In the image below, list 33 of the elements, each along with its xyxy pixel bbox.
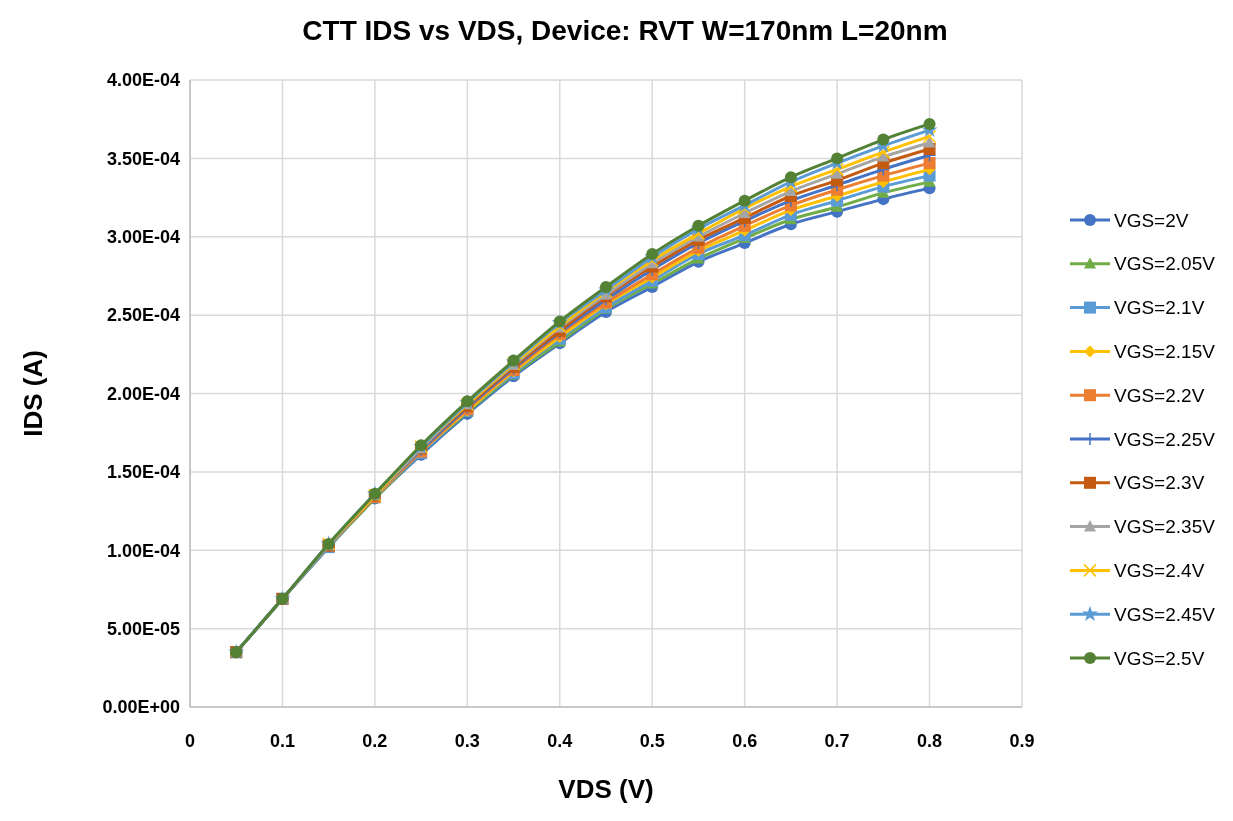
x-tick-label: 0.2: [362, 731, 388, 751]
y-tick-label: 3.50E-04: [106, 148, 180, 169]
x-tick-label: 0.1: [269, 731, 295, 751]
legend-label: VGS=2.35V: [1114, 516, 1216, 538]
x-tick-label: 0.8: [917, 731, 943, 751]
x-tick-label: 0: [184, 731, 196, 751]
legend-label: VGS=2.45V: [1114, 603, 1216, 625]
legend-label: VGS=2.5V: [1114, 647, 1205, 669]
legend-label: VGS=2.4V: [1114, 560, 1205, 582]
legend-label: VGS=2.1V: [1114, 297, 1205, 319]
x-tick-label: 0.7: [824, 731, 850, 751]
y-axis-title: IDS (A): [18, 350, 48, 437]
y-tick-label: 1.50E-04: [106, 462, 180, 483]
x-tick-label: 0.3: [454, 731, 480, 751]
y-tick-label: 3.00E-04: [106, 227, 180, 248]
y-tick-label: 1.00E-04: [106, 540, 180, 561]
y-tick-label: 0.00E+00: [102, 697, 180, 718]
chart-title: CTT IDS vs VDS, Device: RVT W=170nm L=20nm: [302, 15, 948, 46]
legend-label: VGS=2V: [1114, 209, 1189, 231]
x-tick-label: 0.5: [639, 731, 665, 751]
y-tick-label: 5.00E-05: [106, 618, 180, 639]
y-tick-label: 2.00E-04: [106, 383, 180, 404]
legend-label: VGS=2.05V: [1114, 253, 1216, 275]
x-tick-label: 0.9: [1009, 731, 1035, 751]
x-tick-label: 0.4: [547, 731, 573, 751]
legend-label: VGS=2.2V: [1114, 384, 1205, 406]
x-axis-title: VDS (V): [558, 774, 654, 804]
y-tick-label: 4.00E-04: [106, 70, 180, 91]
legend-label: VGS=2.25V: [1114, 428, 1216, 450]
y-tick-label: 2.50E-04: [106, 305, 180, 326]
x-tick-label: 0.6: [732, 731, 758, 751]
legend-label: VGS=2.3V: [1114, 472, 1205, 494]
legend-label: VGS=2.15V: [1114, 341, 1216, 363]
